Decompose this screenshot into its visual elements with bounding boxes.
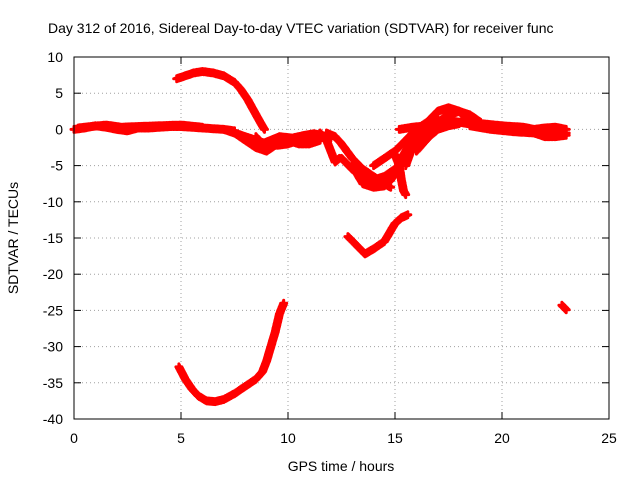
x-tick-label: 5 [177, 430, 185, 446]
y-tick-labels: 10 5 0 -5 -10 -15 -20 -25 -30 -35 -40 [43, 49, 63, 427]
grid [74, 57, 609, 419]
y-tick-label: -20 [43, 266, 63, 282]
x-tick-label: 10 [280, 430, 296, 446]
data-series-track-baseline-early-2 [73, 120, 207, 133]
y-tick-label: 0 [55, 121, 63, 137]
y-tick-label: -35 [43, 375, 63, 391]
data-series-track-recovery-c [411, 119, 464, 156]
y-axis-label: SDTVAR / TECUs [5, 182, 21, 294]
x-tick-label: 0 [70, 430, 78, 446]
x-tick-label: 25 [601, 430, 617, 446]
y-tick-label: -40 [43, 411, 63, 427]
x-tick-label: 20 [494, 430, 510, 446]
data-series-track-mid-negative [343, 210, 413, 259]
x-axis-label: GPS time / hours [288, 458, 395, 474]
y-tick-label: -5 [51, 158, 64, 174]
y-tick-label: -10 [43, 194, 63, 210]
x-tick-label: 15 [387, 430, 403, 446]
x-tick-labels: 0 5 10 15 20 25 [70, 430, 617, 446]
data-series-track-morning-hump [172, 67, 269, 134]
data-series-track-midday-d [315, 128, 344, 167]
y-tick-label: -25 [43, 302, 63, 318]
y-tick-label: -15 [43, 230, 63, 246]
data-points [69, 67, 571, 407]
data-series-track-tail-c [476, 119, 571, 134]
data-series-track-dropoff [390, 150, 411, 200]
chart-title: Day 312 of 2016, Sidereal Day-to-day VTE… [48, 20, 554, 36]
y-tick-label: 10 [47, 49, 63, 65]
y-tick-label: 5 [55, 85, 63, 101]
y-tick-label: -30 [43, 339, 63, 355]
plot-frame [73, 56, 610, 420]
data-series-track-midday-c [251, 129, 327, 149]
data-series-track-deep-negative [174, 298, 289, 407]
data-series-track-isolated [557, 300, 571, 315]
